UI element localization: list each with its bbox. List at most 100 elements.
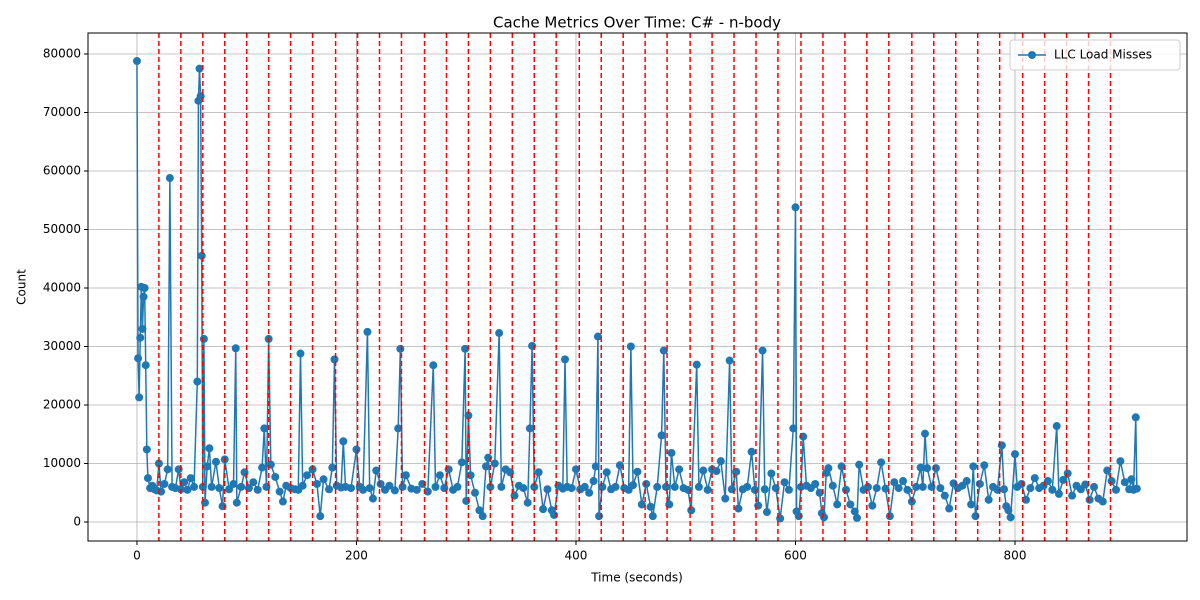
data-point [699, 466, 708, 475]
data-point [725, 356, 734, 365]
data-point [186, 474, 195, 483]
data-point [519, 484, 528, 493]
data-point [1059, 475, 1068, 484]
x-tick-label: 400 [565, 549, 588, 563]
data-point [642, 479, 651, 488]
data-point [945, 504, 954, 513]
data-point [1052, 422, 1061, 431]
data-point [967, 500, 976, 509]
data-point [1043, 477, 1052, 486]
data-point [258, 463, 267, 472]
data-point [396, 344, 405, 353]
data-point [912, 482, 921, 491]
data-point [199, 334, 208, 343]
y-tick-label: 20000 [43, 397, 81, 411]
data-point [602, 468, 611, 477]
data-point [661, 482, 670, 491]
data-point [694, 482, 703, 491]
data-point [136, 333, 145, 342]
data-point [464, 411, 473, 420]
data-point [815, 488, 824, 497]
data-point [657, 431, 666, 440]
data-point [339, 437, 348, 446]
x-axis-label: Time (seconds) [590, 571, 683, 585]
data-point [160, 479, 169, 488]
data-point [143, 474, 152, 483]
data-point [138, 324, 147, 333]
data-point [165, 174, 174, 183]
x-tick-label: 800 [1004, 549, 1027, 563]
data-point [237, 482, 246, 491]
data-point [253, 485, 262, 494]
data-point [659, 346, 668, 355]
data-point [163, 465, 172, 474]
data-point [298, 481, 307, 490]
data-point [193, 377, 202, 386]
data-point [1026, 484, 1035, 493]
data-point [495, 329, 504, 338]
series-line [136, 61, 1138, 521]
data-point [140, 284, 149, 293]
data-point [1006, 513, 1015, 522]
data-point [481, 462, 490, 471]
data-point [692, 360, 701, 369]
data-point [561, 355, 570, 364]
data-point [271, 472, 280, 481]
data-point [716, 457, 725, 466]
data-point [231, 344, 240, 353]
data-point [368, 494, 377, 503]
data-point [475, 506, 484, 515]
y-tick-label: 10000 [43, 456, 81, 470]
data-point [229, 479, 238, 488]
data-point [312, 479, 321, 488]
data-point [135, 393, 144, 402]
y-tick-label: 30000 [43, 339, 81, 353]
data-point [762, 508, 771, 517]
data-point [633, 467, 642, 476]
data-point [523, 498, 532, 507]
data-point [1131, 413, 1140, 422]
data-point [820, 513, 829, 522]
data-point [325, 485, 334, 494]
y-tick-label: 0 [73, 514, 81, 528]
data-point [747, 447, 756, 456]
data-point [734, 504, 743, 513]
data-point [833, 500, 842, 509]
data-point [1011, 450, 1020, 459]
data-point [1004, 506, 1013, 515]
data-point [780, 478, 789, 487]
data-point [721, 494, 730, 503]
data-point [249, 478, 258, 487]
data-point [1111, 485, 1120, 494]
y-tick-label: 50000 [43, 222, 81, 236]
data-point [850, 507, 859, 516]
data-point [278, 497, 287, 506]
data-point [190, 482, 199, 491]
data-point [828, 481, 837, 490]
data-point [626, 342, 635, 351]
data-point [142, 445, 151, 454]
data-point [543, 485, 552, 494]
data-point [670, 482, 679, 491]
data-point [352, 445, 361, 454]
data-point [203, 462, 212, 471]
data-point [197, 251, 206, 260]
data-point [598, 482, 607, 491]
data-point [478, 512, 487, 521]
data-point [846, 500, 855, 509]
data-point [303, 471, 312, 480]
data-point [758, 346, 767, 355]
data-point [877, 458, 886, 467]
data-point [969, 462, 978, 471]
data-point [525, 424, 534, 433]
data-point [1103, 466, 1112, 475]
data-point [490, 459, 499, 468]
data-point [591, 462, 600, 471]
y-axis-label: Count [15, 269, 29, 305]
data-point [205, 444, 214, 453]
data-point [296, 349, 305, 358]
data-point [215, 484, 224, 493]
data-point [791, 203, 800, 212]
data-point [1116, 457, 1125, 466]
